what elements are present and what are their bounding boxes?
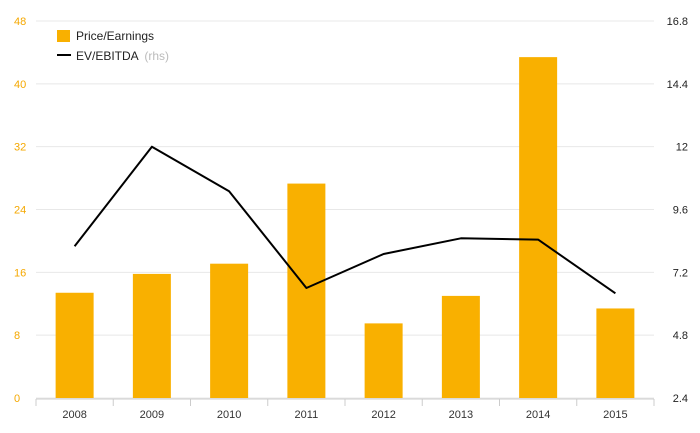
bar-series (55, 57, 635, 399)
left-tick-label-3: 24 (14, 205, 26, 217)
legend: Price/Earnings EV/EBITDA (rhs) (57, 29, 169, 63)
right-tick-label-6: 16.8 (667, 16, 688, 28)
left-tick-label-0: 0 (14, 393, 20, 405)
legend-label-rhs: (rhs) (144, 49, 169, 63)
x-tick-label-2014: 2014 (526, 409, 550, 421)
bar-2009 (132, 273, 171, 398)
right-tick-label-1: 4.8 (673, 330, 688, 342)
line-ev-ebitda (73, 145, 616, 295)
legend-label-price-earnings: Price/Earnings (76, 29, 154, 43)
x-tick-label-2008: 2008 (62, 409, 86, 421)
x-axis: 2008 2009 2010 2011 2012 2013 2014 2015 (35, 398, 655, 421)
bar-2011 (287, 183, 326, 398)
left-tick-label-4: 32 (14, 142, 26, 154)
legend-swatch-price-earnings (57, 30, 70, 42)
x-tick-label-2011: 2011 (295, 409, 319, 421)
left-tick-label-6: 48 (14, 16, 26, 28)
svg-text:EV/EBITDA (rhs): EV/EBITDA (rhs) (76, 49, 169, 63)
left-tick-label-2: 16 (14, 267, 26, 279)
bar-2013 (441, 295, 480, 398)
right-axis: 2.4 4.8 7.2 9.6 12 14.4 16.8 (667, 16, 688, 405)
legend-label-ev-ebitda: EV/EBITDA (76, 49, 139, 63)
right-tick-label-0: 2.4 (673, 393, 688, 405)
right-tick-label-2: 7.2 (673, 267, 688, 279)
right-tick-label-3: 9.6 (673, 205, 688, 217)
x-tick-label-2013: 2013 (449, 409, 473, 421)
bar-2014 (519, 57, 558, 399)
left-tick-label-1: 8 (14, 330, 20, 342)
right-tick-label-4: 12 (676, 142, 688, 154)
left-axis: 0 8 16 24 32 40 48 (14, 16, 26, 405)
x-tick-label-2010: 2010 (217, 409, 241, 421)
left-tick-label-5: 40 (14, 79, 26, 91)
x-tick-label-2015: 2015 (603, 409, 627, 421)
bar-2012 (364, 323, 403, 398)
line-series (73, 145, 616, 295)
right-tick-label-5: 14.4 (667, 79, 688, 91)
grid-lines (36, 20, 654, 399)
bar-2008 (55, 292, 94, 398)
bar-2010 (210, 263, 249, 398)
x-tick-label-2009: 2009 (140, 409, 164, 421)
x-tick-label-2012: 2012 (371, 409, 395, 421)
bar-2015 (596, 308, 635, 398)
